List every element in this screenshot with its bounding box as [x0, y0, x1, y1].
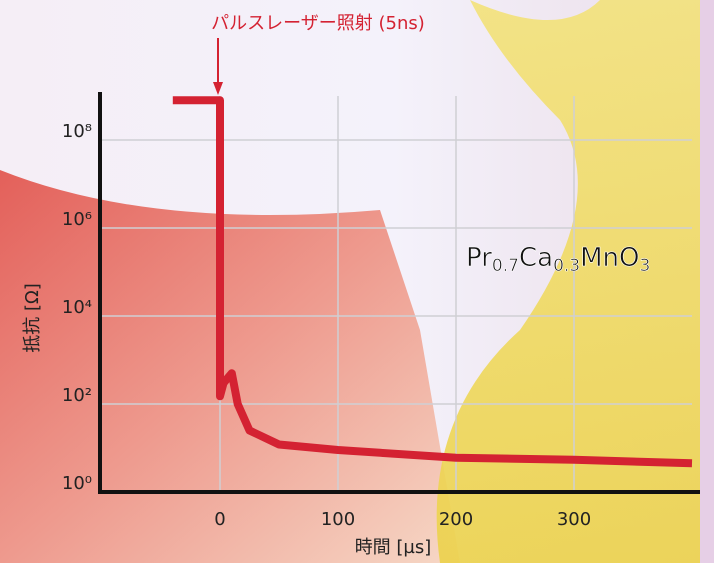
x-axis-label: 時間 [µs]	[355, 537, 432, 558]
y-tick-label: 10⁴	[62, 297, 92, 318]
background-edge	[700, 0, 714, 563]
x-tick-label: 100	[321, 509, 355, 530]
formula-subscript: 0.3	[553, 256, 580, 276]
chart: パルスレーザー照射 (5ns) 時間 [µs] 抵抗 [Ω] Pr0.7Ca0.…	[0, 0, 714, 563]
formula-subscript: 0.7	[492, 256, 519, 276]
y-axis-label: 抵抗 [Ω]	[22, 283, 43, 353]
y-tick-label: 10⁸	[62, 121, 92, 142]
annotation: パルスレーザー照射 (5ns)	[211, 13, 425, 34]
x-tick-label: 300	[557, 509, 591, 530]
formula-element: MnO	[580, 243, 639, 273]
y-tick-label: 10⁶	[62, 209, 92, 230]
y-tick-label: 10⁰	[62, 473, 92, 494]
formula-subscript: 3	[640, 256, 651, 276]
formula-element: Pr	[466, 243, 492, 273]
x-tick-label: 200	[439, 509, 473, 530]
formula-element: Ca	[519, 243, 553, 273]
x-tick-label: 0	[214, 509, 225, 530]
y-tick-label: 10²	[62, 385, 92, 406]
